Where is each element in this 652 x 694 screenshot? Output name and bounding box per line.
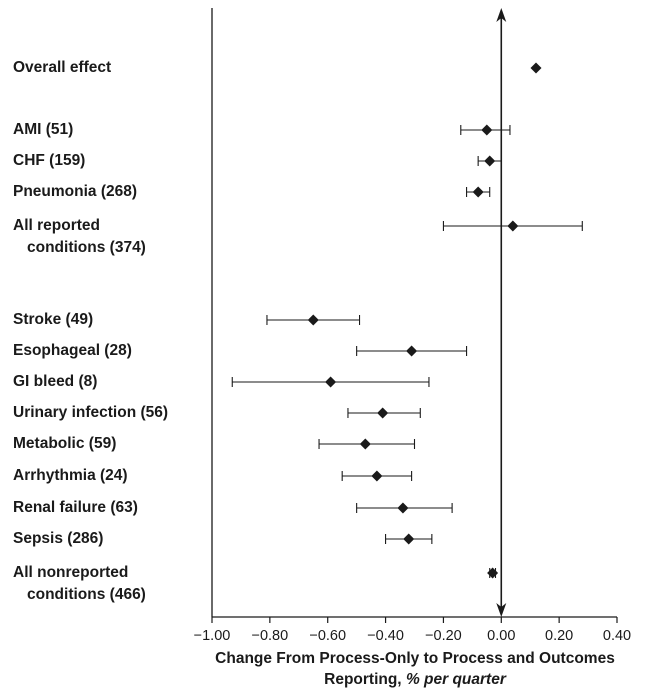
- point-estimate: [371, 470, 383, 482]
- point-estimate: [507, 220, 519, 232]
- point-estimate: [307, 314, 319, 326]
- row-label-line: AMI (51): [13, 121, 74, 138]
- row-label: All reported conditions (374): [13, 215, 146, 259]
- row-label: All nonreported conditions (466): [13, 562, 146, 606]
- row-label: Sepsis (286): [13, 528, 103, 550]
- row-label: Esophageal (28): [13, 340, 132, 362]
- row-label: Urinary infection (56): [13, 402, 168, 424]
- row-label: Arrhythmia (24): [13, 465, 128, 487]
- reference-arrow-bottom: [496, 603, 507, 617]
- row-label-line: Stroke (49): [13, 311, 94, 328]
- marks: [231, 62, 583, 579]
- row-label-line: Overall effect: [13, 59, 112, 76]
- row-label-line: Arrhythmia (24): [13, 467, 128, 484]
- row-label-line: Urinary infection (56): [13, 404, 169, 421]
- point-estimate: [325, 376, 337, 388]
- row-label: Stroke (49): [13, 309, 93, 331]
- row-label-line: Pneumonia (268): [13, 183, 138, 200]
- x-tick-label: 0.40: [603, 628, 631, 644]
- x-tick-label: −0.40: [367, 628, 404, 644]
- x-tick-label: 0.00: [487, 628, 515, 644]
- x-tick-label: 0.20: [545, 628, 573, 644]
- x-tick-label: −0.20: [425, 628, 462, 644]
- row-label-line: conditions (374): [27, 239, 146, 256]
- row-label-line: GI bleed (8): [13, 373, 98, 390]
- row-label: AMI (51): [13, 119, 73, 141]
- point-estimate: [406, 345, 418, 357]
- row-label: CHF (159): [13, 150, 85, 172]
- point-estimate: [359, 438, 371, 450]
- row-label-line: All reported: [13, 217, 100, 234]
- row-label: Overall effect: [13, 57, 111, 79]
- row-label: GI bleed (8): [13, 371, 97, 393]
- row-label-line: All nonreported: [13, 564, 129, 581]
- x-tick-label: −1.00: [194, 628, 231, 644]
- point-estimate: [487, 567, 499, 579]
- point-estimate: [484, 155, 496, 167]
- x-axis-title: Change From Process-Only to Process and …: [165, 648, 652, 690]
- x-axis-title-line1: Change From Process-Only to Process and …: [215, 650, 615, 667]
- row-label-line: Metabolic (59): [13, 435, 117, 452]
- point-estimate: [403, 533, 415, 545]
- row-label: Renal failure (63): [13, 497, 138, 519]
- point-estimate: [397, 502, 409, 514]
- row-label-line: Sepsis (286): [13, 530, 104, 547]
- point-estimate: [377, 407, 389, 419]
- x-tick-label: −0.80: [252, 628, 289, 644]
- point-estimate: [530, 62, 542, 74]
- row-label-line: Esophageal (28): [13, 342, 132, 359]
- row-label: Metabolic (59): [13, 433, 116, 455]
- reference-arrow-top: [496, 8, 507, 22]
- row-label: Pneumonia (268): [13, 181, 137, 203]
- row-label-line: Renal failure (63): [13, 499, 138, 516]
- row-label-line: CHF (159): [13, 152, 86, 169]
- x-tick-label: −0.60: [309, 628, 346, 644]
- point-estimate: [481, 124, 493, 136]
- axes: −1.00 −0.80 −0.60 −0.40 −0.20 0.00 0.20 0.40: [194, 8, 631, 644]
- x-axis-title-line2: Reporting,: [324, 671, 406, 688]
- point-estimate: [472, 186, 484, 198]
- x-axis-unit: % per quarter: [405, 671, 506, 688]
- row-label-line: conditions (466): [27, 586, 146, 603]
